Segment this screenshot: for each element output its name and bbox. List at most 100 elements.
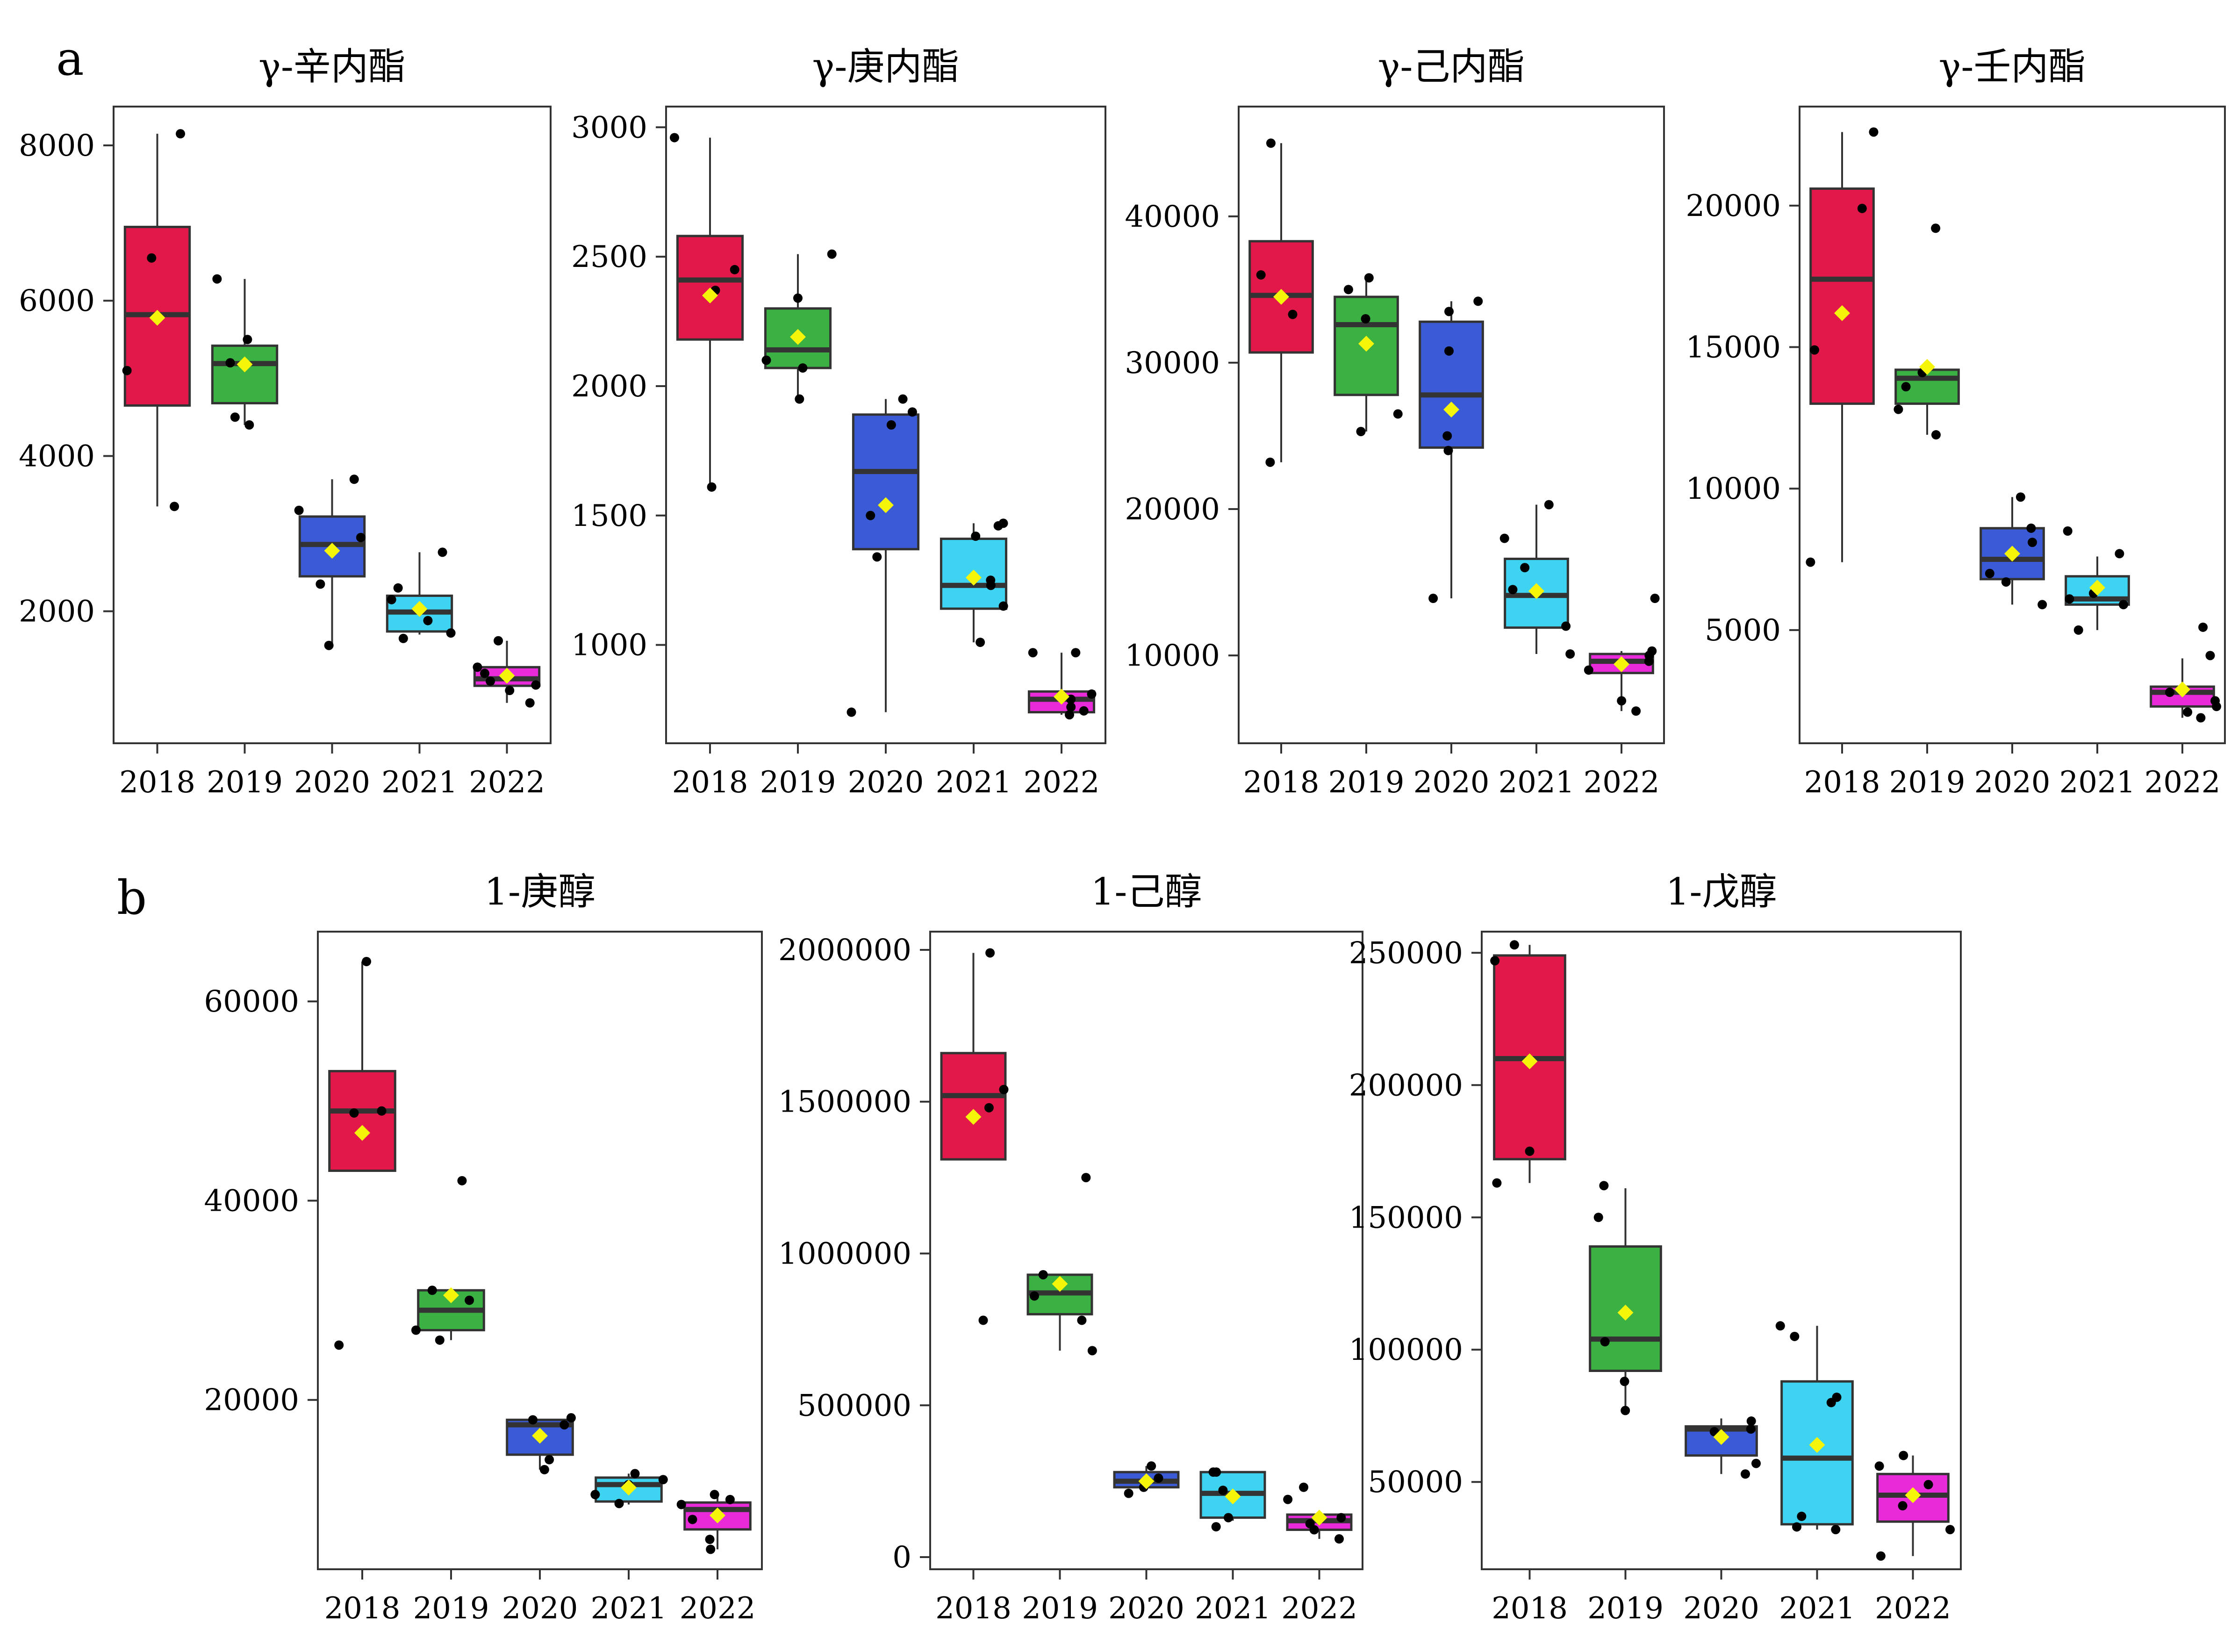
box-2022 (676, 1490, 752, 1554)
data-point (827, 249, 837, 259)
chart-title: γ-壬内酯 (1939, 45, 2086, 88)
data-point (334, 1340, 344, 1350)
mean-marker (411, 601, 428, 617)
y-tick-label: 2000 (571, 369, 647, 404)
y-tick-label: 60000 (204, 984, 299, 1019)
y-tick-label: 1000000 (778, 1236, 911, 1271)
x-tick-label: 2022 (1281, 1591, 1357, 1626)
box-2019 (1589, 1181, 1662, 1415)
data-point (170, 502, 179, 511)
box-2022 (473, 636, 541, 708)
mean-marker (1713, 1429, 1729, 1445)
data-point (866, 510, 875, 520)
mean-marker (532, 1428, 548, 1444)
data-point (2210, 696, 2220, 706)
mean-marker (2174, 681, 2190, 697)
data-point (1617, 696, 1627, 706)
data-point (630, 1469, 640, 1479)
data-point (1790, 1331, 1800, 1341)
panel-label-b: b (117, 870, 147, 925)
chart-5: 1-庚醇 20000 40000 60000 2018 2019 2020 2021 2022 (204, 870, 763, 1626)
data-point (1621, 1406, 1630, 1415)
data-point (676, 1500, 686, 1509)
data-point (230, 412, 240, 422)
y-tick-label: 250000 (1349, 936, 1463, 970)
data-point (1038, 1270, 1048, 1279)
data-point (1305, 1519, 1315, 1529)
chart-title: γ-己内酯 (1378, 45, 1525, 88)
mean-marker (1834, 305, 1850, 321)
mean-marker (1809, 1437, 1825, 1453)
data-point (1751, 1458, 1761, 1468)
data-point (1336, 1513, 1346, 1523)
mean-marker (1443, 402, 1459, 418)
data-point (1087, 689, 1097, 699)
y-tick-label: 5000 (1705, 613, 1781, 648)
data-point (1525, 1146, 1535, 1156)
data-point (1797, 1511, 1807, 1521)
x-tick-label: 2020 (1413, 765, 1490, 800)
mean-marker (443, 1287, 459, 1303)
box-2019 (411, 1176, 485, 1345)
y-tick-label: 150000 (1349, 1200, 1463, 1235)
x-tick-label: 2021 (1195, 1591, 1271, 1626)
x-tick-label: 2018 (1804, 765, 1880, 800)
data-point (669, 133, 679, 143)
mean-marker (965, 1109, 982, 1125)
data-point (494, 636, 503, 646)
data-point (761, 355, 771, 365)
data-point (1520, 563, 1530, 573)
mean-marker (1358, 336, 1374, 352)
data-point (1065, 710, 1075, 720)
chart-3: γ-己内酯 10000 20000 30000 40000 2018 2019 2020 202… (1125, 45, 1665, 800)
data-point (1223, 1513, 1233, 1523)
data-point (393, 583, 403, 593)
y-tick-label: 20000 (1686, 189, 1781, 223)
data-point (1490, 956, 1500, 966)
data-point (1647, 646, 1657, 656)
data-point (998, 518, 1008, 528)
mean-marker (878, 497, 894, 513)
mean-marker (621, 1480, 637, 1496)
x-tick-label: 2022 (1024, 765, 1100, 800)
data-point (1473, 296, 1483, 306)
mean-marker (1521, 1053, 1538, 1070)
chart-6: 1-己醇 0 500000 1000000 1500000 2000000 2018 2019… (778, 870, 1363, 1626)
data-point (1066, 702, 1076, 712)
mean-marker (499, 668, 515, 684)
data-point (898, 394, 908, 404)
data-point (1931, 223, 1941, 233)
data-point (486, 676, 495, 686)
data-point (1899, 1451, 1908, 1460)
box-2018 (122, 129, 191, 511)
data-point (243, 335, 252, 345)
data-point (1356, 427, 1366, 437)
y-tick-label: 3000 (571, 110, 647, 145)
y-tick-label: 40000 (204, 1184, 299, 1218)
mean-marker (790, 329, 806, 345)
mean-marker (237, 356, 253, 373)
box-2019 (1334, 273, 1403, 437)
data-point (2026, 523, 2036, 533)
y-tick-label: 6000 (19, 284, 95, 318)
data-point (349, 1108, 359, 1118)
data-point (2115, 549, 2124, 559)
x-tick-label: 2021 (936, 765, 1012, 800)
data-point (1945, 1525, 1955, 1535)
data-point (795, 394, 804, 404)
box-2019 (1894, 223, 1960, 440)
y-tick-label: 1000 (571, 628, 647, 663)
x-tick-label: 2021 (1499, 765, 1575, 800)
data-point (986, 575, 996, 585)
mean-marker (966, 569, 982, 586)
box-2019 (211, 274, 279, 430)
data-point (1154, 1473, 1163, 1483)
iqr-box (852, 413, 920, 551)
data-point (1876, 1551, 1886, 1561)
data-point (2016, 492, 2025, 502)
data-point (1650, 594, 1660, 603)
data-point (1600, 1337, 1610, 1347)
data-point (1029, 1291, 1039, 1301)
data-point (2073, 625, 2083, 635)
